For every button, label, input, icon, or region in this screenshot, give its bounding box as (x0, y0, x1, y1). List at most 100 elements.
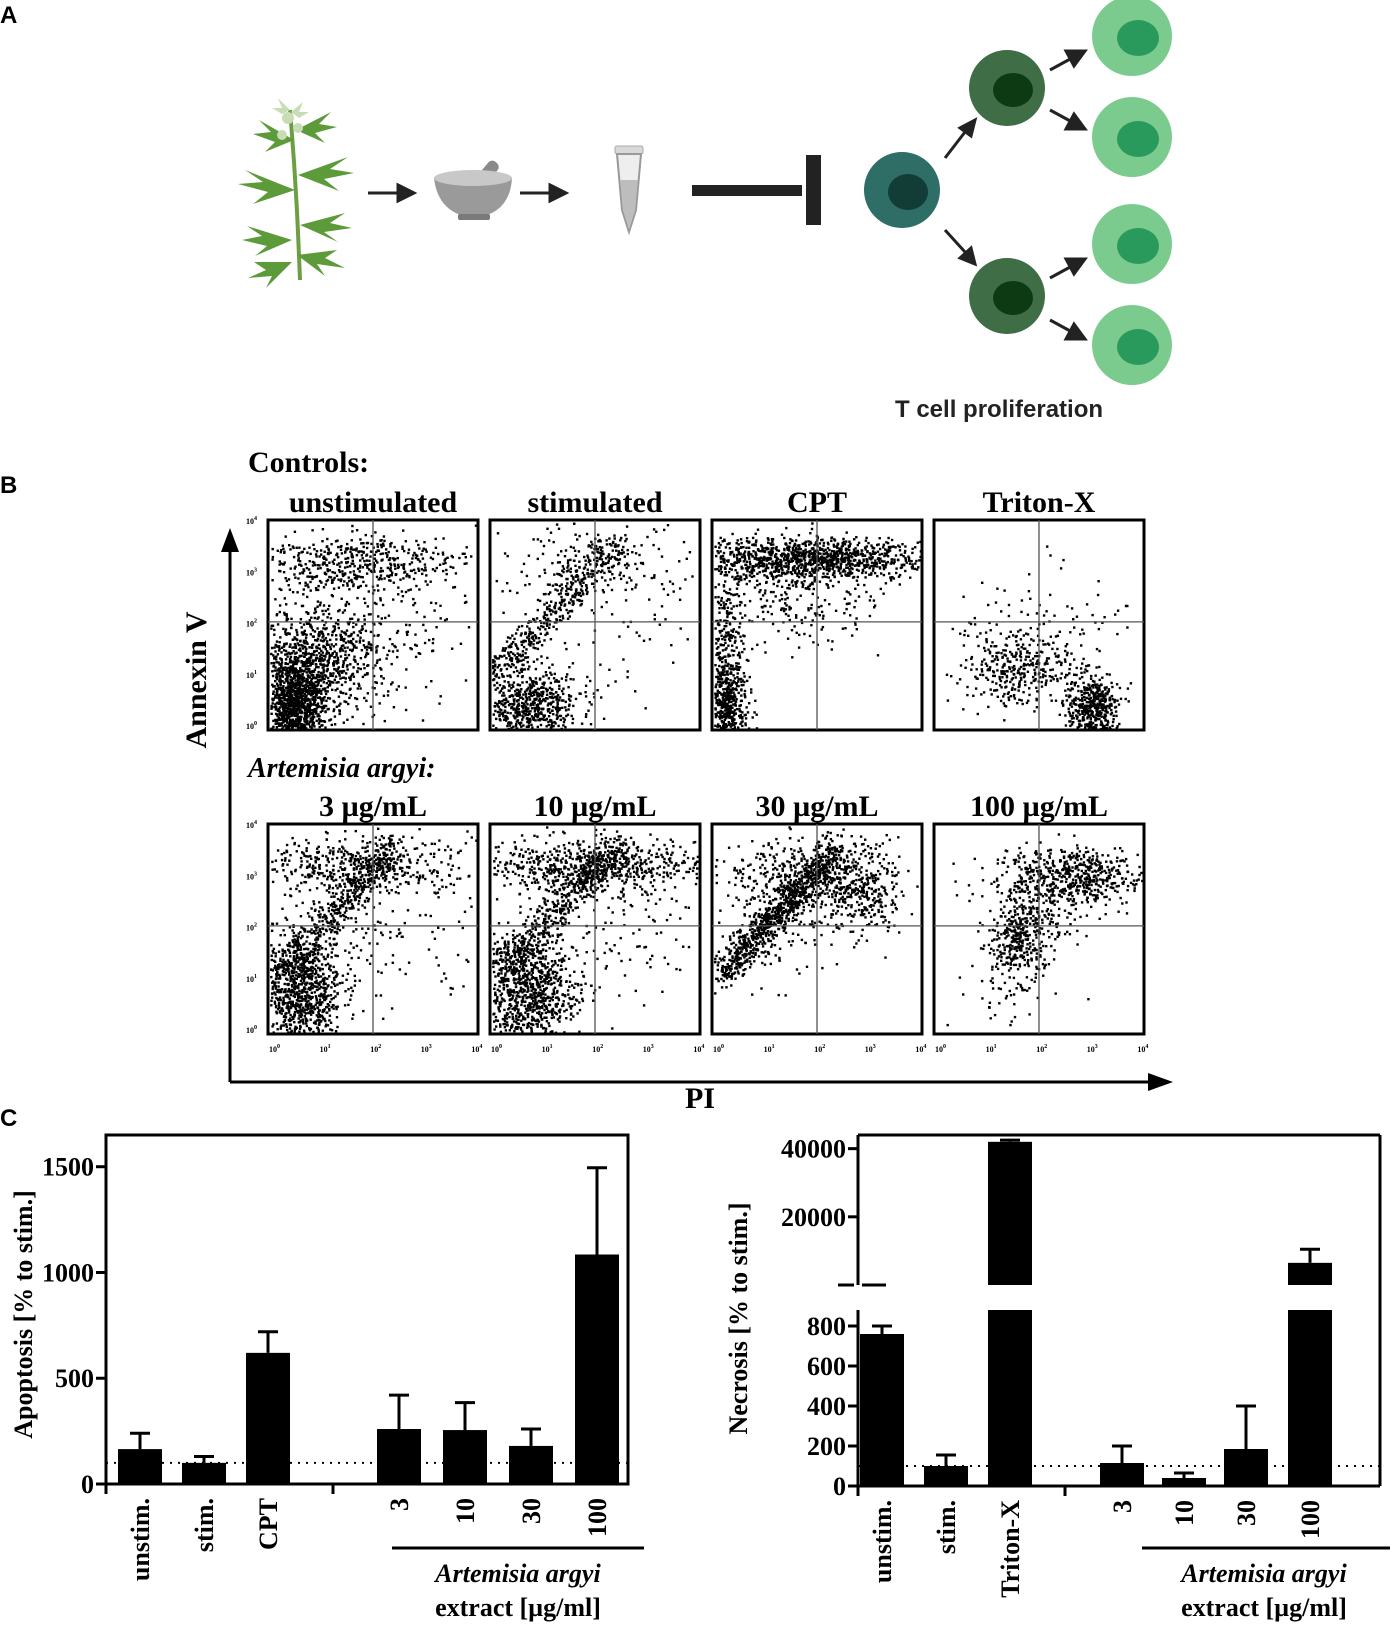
event-dot (884, 563, 888, 567)
event-dot (562, 724, 565, 727)
event-dot (757, 566, 760, 569)
event-dot (393, 563, 396, 566)
event-dot (358, 639, 362, 642)
event-dot (880, 552, 884, 556)
event-dot (568, 587, 571, 591)
event-dot (413, 551, 416, 555)
event-dot (919, 540, 922, 544)
event-dot (569, 558, 572, 562)
event-dot (845, 556, 849, 559)
event-dot (409, 588, 412, 591)
event-dot (910, 559, 913, 563)
event-dot (569, 699, 572, 702)
event-dot (570, 583, 574, 586)
event-dot (285, 617, 289, 620)
event-dot (280, 700, 283, 703)
event-dot (299, 621, 302, 624)
event-dot (568, 615, 571, 618)
event-dot (548, 609, 552, 613)
event-dot (321, 675, 325, 678)
event-dot (356, 662, 359, 666)
event-dot (530, 715, 534, 718)
event-dot (290, 697, 293, 700)
event-dot (344, 650, 347, 653)
event-dot (523, 668, 527, 671)
event-dot (370, 535, 374, 538)
event-dot (777, 580, 780, 584)
event-dot (294, 692, 297, 695)
event-dot (315, 712, 318, 715)
event-dot (352, 548, 355, 551)
event-dot (536, 703, 540, 706)
event-dot (275, 640, 279, 643)
event-dot (284, 711, 288, 714)
event-dot (322, 556, 325, 560)
event-dot (566, 617, 570, 620)
event-dot (579, 604, 582, 607)
event-dot (554, 601, 557, 605)
event-dot (560, 550, 563, 553)
event-dot (567, 708, 570, 711)
event-dot (283, 696, 286, 699)
event-dot (727, 708, 730, 711)
event-dot (299, 694, 302, 697)
event-dot (300, 626, 303, 629)
event-dot (804, 573, 807, 576)
event-dot (729, 668, 733, 671)
event-dot (788, 549, 791, 552)
event-dot (503, 649, 507, 652)
event-dot (288, 544, 291, 547)
event-dot (327, 549, 330, 552)
event-dot (722, 715, 726, 719)
event-dot (518, 684, 522, 687)
event-dot (389, 557, 392, 560)
event-dot (321, 676, 324, 679)
event-dot (548, 607, 551, 611)
event-dot (797, 554, 800, 558)
event-dot (601, 563, 604, 566)
event-dot (495, 657, 499, 660)
event-dot (503, 709, 507, 712)
event-dot (792, 556, 795, 559)
event-dot (548, 539, 551, 542)
event-dot (725, 573, 728, 577)
event-dot (412, 568, 416, 572)
event-dot (285, 694, 289, 697)
event-dot (807, 563, 810, 566)
event-dot (337, 681, 340, 684)
event-dot (740, 689, 743, 692)
event-dot (776, 557, 779, 560)
event-dot (599, 555, 603, 558)
event-dot (284, 653, 287, 656)
event-dot (352, 631, 356, 634)
event-dot (801, 574, 804, 577)
event-dot (875, 565, 879, 568)
event-dot (730, 722, 734, 725)
event-dot (282, 645, 285, 648)
event-dot (796, 550, 799, 554)
event-dot (349, 694, 352, 697)
event-dot (452, 586, 455, 589)
event-dot (291, 545, 295, 548)
event-dot (876, 543, 879, 547)
event-dot (276, 623, 280, 626)
event-dot (306, 709, 309, 713)
event-dot (326, 696, 330, 700)
event-dot (750, 691, 753, 694)
event-dot (831, 560, 834, 563)
event-dot (302, 588, 305, 591)
event-dot (343, 646, 346, 650)
event-dot (279, 683, 282, 686)
event-dot (750, 688, 753, 691)
event-dot (320, 698, 323, 702)
event-dot (720, 629, 724, 632)
event-dot (423, 615, 426, 619)
event-dot (365, 651, 368, 654)
event-dot (716, 567, 719, 571)
event-dot (544, 687, 548, 690)
event-dot (529, 692, 532, 695)
event-dot (546, 656, 549, 660)
event-dot (549, 681, 553, 685)
event-dot (397, 685, 400, 688)
event-dot (532, 690, 535, 693)
